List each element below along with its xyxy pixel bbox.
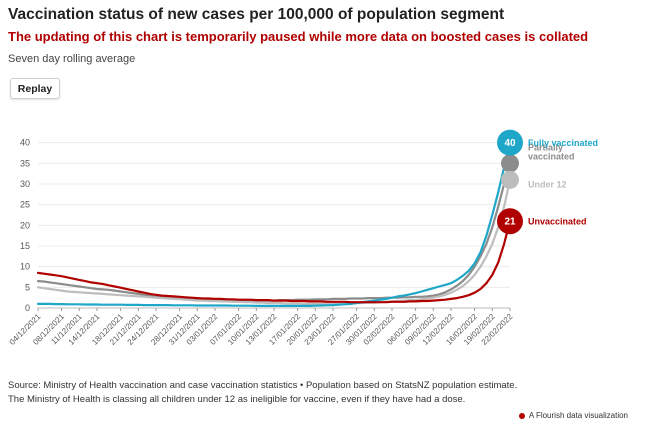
disclaimer-note: The Ministry of Health is classing all c… <box>8 394 466 405</box>
end-bubble-unvaccinated <box>497 208 523 235</box>
series-line-fully-vaccinated <box>36 141 512 307</box>
line-chart: 051015202530354004/12/202108/12/202111/1… <box>8 129 598 347</box>
end-label-under-12: Under 12 <box>528 179 567 189</box>
flourish-credit-label: A Flourish data visualization <box>528 411 628 420</box>
flourish-logo-icon <box>518 412 525 419</box>
y-tick-label: 15 <box>20 241 30 251</box>
y-tick-label: 25 <box>20 200 30 210</box>
end-bubble-value: 40 <box>504 138 516 149</box>
end-dot-partially-vaccinated <box>501 154 519 173</box>
flourish-credit[interactable]: A Flourish data visualization <box>518 411 628 420</box>
end-labels: Partially vaccinated 40 Fully vaccinated Und… <box>497 129 598 235</box>
series-lines <box>36 141 512 307</box>
grid-layer: 051015202530354004/12/202108/12/202111/1… <box>8 138 515 347</box>
y-tick-label: 20 <box>20 220 30 230</box>
end-label-partially-vaccinated: Partially vaccinated <box>528 142 575 161</box>
end-dot-under-12 <box>501 170 519 189</box>
y-tick-label: 30 <box>20 179 30 189</box>
chart-footer: Source: Ministry of Health vaccination a… <box>8 379 517 407</box>
y-tick-label: 0 <box>25 303 30 313</box>
source-note: Source: Ministry of Health vaccination a… <box>8 380 518 391</box>
y-tick-label: 40 <box>20 138 30 148</box>
end-label-fully-vaccinated: Fully vaccinated <box>528 138 598 148</box>
y-tick-label: 10 <box>20 262 30 272</box>
chart-title: Vaccination status of new cases per 100,… <box>8 6 505 23</box>
chart-note: Seven day rolling average <box>8 53 136 65</box>
end-bubble-fully-vaccinated <box>497 129 523 156</box>
series-line-under-12 <box>36 178 512 305</box>
end-bubble-value: 21 <box>504 217 516 228</box>
series-line-unvaccinated <box>36 220 512 304</box>
replay-button[interactable]: Replay <box>10 78 60 99</box>
y-tick-label: 35 <box>20 158 30 168</box>
y-tick-label: 5 <box>25 282 30 292</box>
end-label-unvaccinated: Unvaccinated <box>528 217 587 227</box>
chart-subtitle: The updating of this chart is temporaril… <box>8 29 589 44</box>
